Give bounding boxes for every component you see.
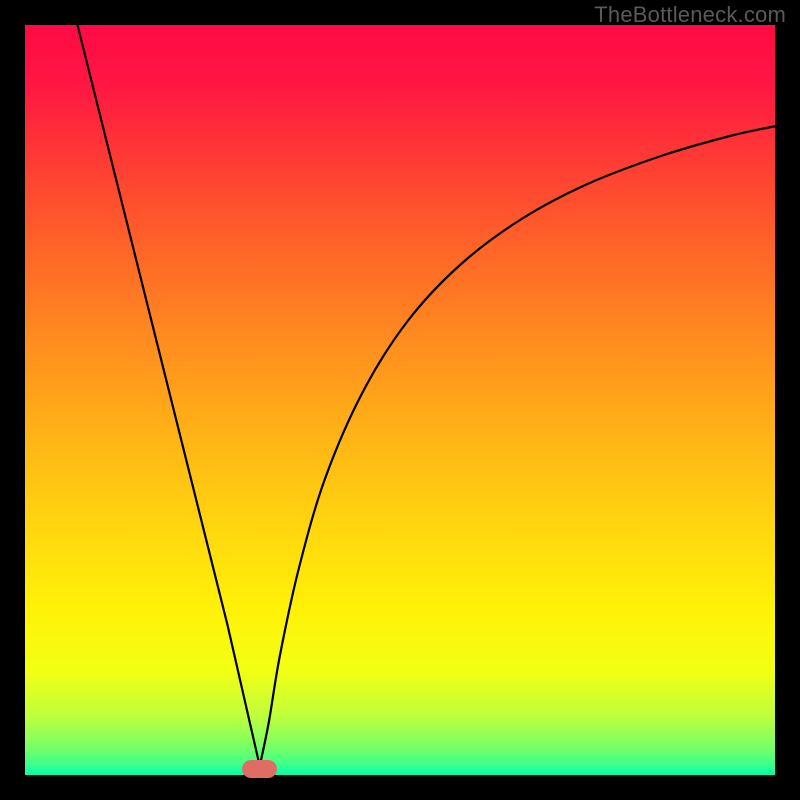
minimum-marker bbox=[242, 760, 277, 777]
curve-path bbox=[78, 25, 776, 766]
chart-frame: TheBottleneck.com bbox=[0, 0, 800, 800]
watermark-text: TheBottleneck.com bbox=[594, 2, 786, 28]
bottleneck-curve bbox=[25, 25, 775, 775]
plot-area bbox=[25, 25, 775, 775]
